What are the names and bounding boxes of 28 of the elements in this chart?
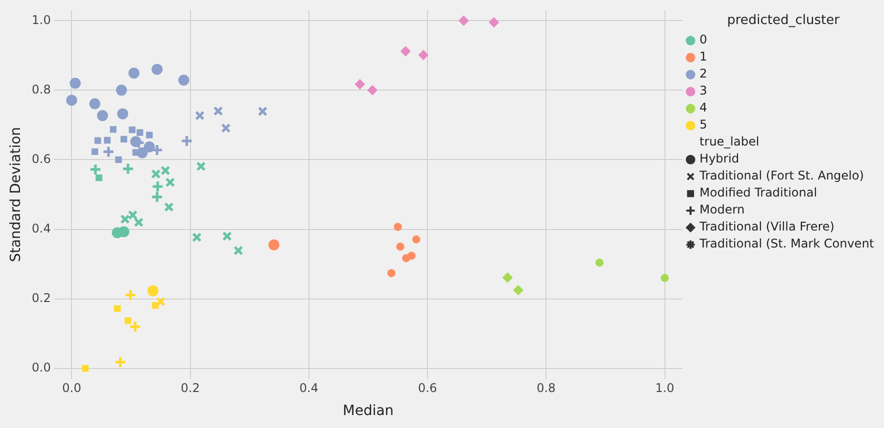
legend-label: 4: [700, 100, 708, 115]
legend-label: Traditional (Villa Frere): [698, 220, 834, 234]
legend-label: 0: [700, 32, 708, 47]
legend-label: 1: [700, 50, 708, 64]
y-tick-label: 0.2: [32, 290, 51, 305]
x-axis-title: Median: [342, 403, 394, 420]
legend-label: 2: [700, 66, 708, 81]
legend-label: 5: [700, 118, 708, 132]
y-tick-label: 0.4: [32, 221, 51, 236]
y-tick-label: 0.0: [32, 360, 51, 374]
legend-label: Modern: [700, 202, 745, 217]
legend-label: Hybrid: [700, 152, 740, 166]
x-tick-label: 0.4: [299, 381, 318, 396]
text: true_label: [700, 134, 760, 149]
x-tick-label: 1.0: [655, 381, 674, 396]
legend-title: predicted_cluster: [727, 12, 840, 28]
x-tick-label: 0.6: [418, 381, 438, 396]
x-tick-label: 0.0: [62, 381, 82, 396]
y-tick-label: 1.0: [32, 12, 51, 27]
legend-label: 3: [700, 84, 708, 98]
y-tick-label: 0.6: [32, 152, 51, 166]
x-tick-label: 0.2: [180, 381, 200, 396]
legend-label: Traditional (St. Mark Convent: [698, 236, 874, 251]
y-tick-label: 0.8: [32, 82, 51, 96]
legend-label: Traditional (Fort St. Angelo): [698, 168, 864, 183]
legend-label: Modified Traditional: [700, 186, 818, 200]
y-axis-title: Standard Deviation: [8, 126, 24, 262]
x-tick-label: 0.8: [536, 381, 556, 396]
